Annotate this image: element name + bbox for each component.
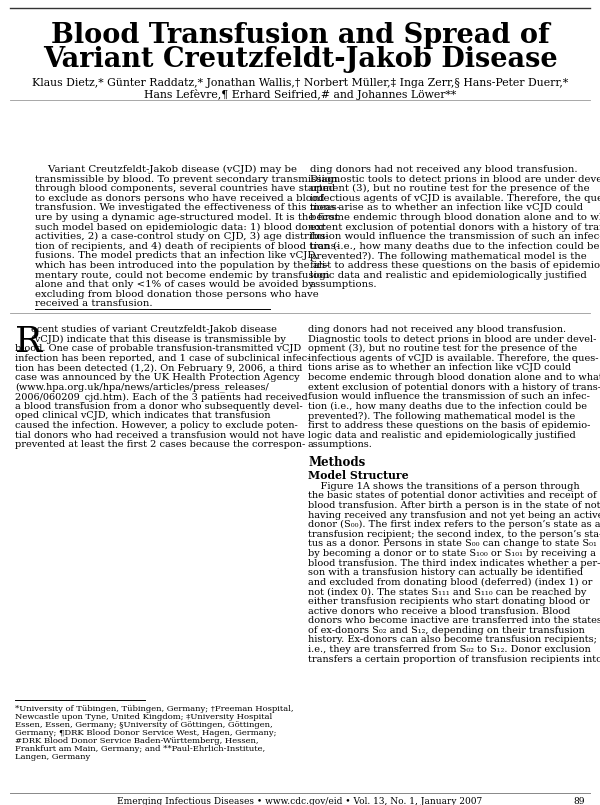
Text: tions arise as to whether an infection like vCJD could: tions arise as to whether an infection l… xyxy=(308,363,571,373)
Text: activities, 2) a case-control study on CJD, 3) age distribu-: activities, 2) a case-control study on C… xyxy=(35,232,329,241)
Text: #DRK Blood Donor Service Baden-Württemberg, Hessen,: #DRK Blood Donor Service Baden-Württembe… xyxy=(15,737,259,745)
Text: tions arise as to whether an infection like vCJD could: tions arise as to whether an infection l… xyxy=(310,204,583,213)
Text: first to address these questions on the basis of epidemio-: first to address these questions on the … xyxy=(308,421,590,430)
Text: assumptions.: assumptions. xyxy=(310,280,377,289)
Text: blood transfusion. After birth a person is in the state of not: blood transfusion. After birth a person … xyxy=(308,501,600,510)
Text: through blood components, several countries have started: through blood components, several countr… xyxy=(35,184,335,193)
Text: fusion would influence the transmission of such an infec-: fusion would influence the transmission … xyxy=(308,392,590,401)
Text: (vCJD) indicate that this disease is transmissible by: (vCJD) indicate that this disease is tra… xyxy=(31,335,286,344)
Text: tion (i.e., how many deaths due to the infection could be: tion (i.e., how many deaths due to the i… xyxy=(310,242,599,251)
Text: caused the infection. However, a policy to exclude poten-: caused the infection. However, a policy … xyxy=(15,421,298,430)
Text: Hans Lefèvre,¶ Erhard Seifried,# and Johannes Löwer**: Hans Lefèvre,¶ Erhard Seifried,# and Joh… xyxy=(144,89,456,100)
Text: (www.hpa.org.uk/hpa/news/articles/press_releases/: (www.hpa.org.uk/hpa/news/articles/press_… xyxy=(15,382,269,392)
Text: donor (S₀₀). The first index refers to the person’s state as a: donor (S₀₀). The first index refers to t… xyxy=(308,520,600,530)
Text: tion of recipients, and 4) death of recipients of blood trans-: tion of recipients, and 4) death of reci… xyxy=(35,242,339,251)
Text: which has been introduced into the population by the ali-: which has been introduced into the popul… xyxy=(35,261,329,270)
Text: i.e., they are transferred from S₀₂ to S₁₂. Donor exclusion: i.e., they are transferred from S₀₂ to S… xyxy=(308,645,591,654)
Text: Diagnostic tools to detect prions in blood are under devel-: Diagnostic tools to detect prions in blo… xyxy=(308,335,596,344)
Text: Figure 1A shows the transitions of a person through: Figure 1A shows the transitions of a per… xyxy=(308,482,580,491)
Text: fusion would influence the transmission of such an infec-: fusion would influence the transmission … xyxy=(310,232,600,241)
Text: either transfusion recipients who start donating blood or: either transfusion recipients who start … xyxy=(308,597,590,606)
Text: received a transfusion.: received a transfusion. xyxy=(35,299,152,308)
Text: Essen, Essen, Germany; §University of Göttingen, Göttingen,: Essen, Essen, Germany; §University of Gö… xyxy=(15,721,272,729)
Text: Diagnostic tools to detect prions in blood are under devel-: Diagnostic tools to detect prions in blo… xyxy=(310,175,600,184)
Text: Methods: Methods xyxy=(308,456,365,469)
Text: and excluded from donating blood (deferred) (index 1) or: and excluded from donating blood (deferr… xyxy=(308,578,592,587)
Text: Klaus Dietz,* Günter Raddatz,* Jonathan Wallis,† Norbert Müller,‡ Inga Zerr,§ Ha: Klaus Dietz,* Günter Raddatz,* Jonathan … xyxy=(32,78,568,88)
Text: ecent studies of variant Creutzfeldt-Jakob disease: ecent studies of variant Creutzfeldt-Jak… xyxy=(31,325,277,334)
Text: alone and that only <1% of cases would be avoided by: alone and that only <1% of cases would b… xyxy=(35,280,314,289)
Text: infection has been reported, and 1 case of subclinical infec-: infection has been reported, and 1 case … xyxy=(15,354,310,363)
Text: prevented?). The following mathematical model is the: prevented?). The following mathematical … xyxy=(310,251,587,261)
Text: extent exclusion of potential donors with a history of trans-: extent exclusion of potential donors wit… xyxy=(308,382,600,391)
Text: transfusion recipient; the second index, to the person’s sta-: transfusion recipient; the second index,… xyxy=(308,530,600,539)
Text: a blood transfusion from a donor who subsequently devel-: a blood transfusion from a donor who sub… xyxy=(15,402,302,411)
Text: Variant Creutzfeldt-Jakob Disease: Variant Creutzfeldt-Jakob Disease xyxy=(43,46,557,73)
Text: opment (3), but no routine test for the presence of the: opment (3), but no routine test for the … xyxy=(308,345,577,353)
Text: Model Structure: Model Structure xyxy=(308,470,409,481)
Text: assumptions.: assumptions. xyxy=(308,440,373,449)
Text: R: R xyxy=(15,325,42,359)
Text: become endemic through blood donation alone and to what: become endemic through blood donation al… xyxy=(308,373,600,382)
Text: Germany; ¶DRK Blood Donor Service West, Hagen, Germany;: Germany; ¶DRK Blood Donor Service West, … xyxy=(15,729,277,737)
Text: tion has been detected (1,2). On February 9, 2006, a third: tion has been detected (1,2). On Februar… xyxy=(15,363,302,373)
Text: 2006/060209_cjd.htm). Each of the 3 patients had received: 2006/060209_cjd.htm). Each of the 3 pati… xyxy=(15,392,308,402)
Text: *University of Tübingen, Tübingen, Germany; †Freeman Hospital,: *University of Tübingen, Tübingen, Germa… xyxy=(15,705,293,713)
Text: transfers a certain proportion of transfusion recipients into: transfers a certain proportion of transf… xyxy=(308,654,600,663)
Text: blood. One case of probable transfusion-transmitted vCJD: blood. One case of probable transfusion-… xyxy=(15,345,301,353)
Text: become endemic through blood donation alone and to what: become endemic through blood donation al… xyxy=(310,213,600,222)
Text: transmissible by blood. To prevent secondary transmission: transmissible by blood. To prevent secon… xyxy=(35,175,337,184)
Text: Newcastle upon Tyne, United Kingdom; ‡University Hospital: Newcastle upon Tyne, United Kingdom; ‡Un… xyxy=(15,713,272,721)
Text: tial donors who had received a transfusion would not have: tial donors who had received a transfusi… xyxy=(15,431,305,440)
Text: case was announced by the UK Health Protection Agency: case was announced by the UK Health Prot… xyxy=(15,373,299,382)
Text: of ex-donors S₀₂ and S₁₂, depending on their transfusion: of ex-donors S₀₂ and S₁₂, depending on t… xyxy=(308,625,585,635)
Text: extent exclusion of potential donors with a history of trans-: extent exclusion of potential donors wit… xyxy=(310,223,600,232)
Text: to exclude as donors persons who have received a blood: to exclude as donors persons who have re… xyxy=(35,194,325,203)
Text: logic data and realistic and epidemiologically justified: logic data and realistic and epidemiolog… xyxy=(308,431,576,440)
Text: active donors who receive a blood transfusion. Blood: active donors who receive a blood transf… xyxy=(308,607,571,616)
Text: oped clinical vCJD, which indicates that transfusion: oped clinical vCJD, which indicates that… xyxy=(15,411,271,420)
Text: blood transfusion. The third index indicates whether a per-: blood transfusion. The third index indic… xyxy=(308,559,600,568)
Text: tus as a donor. Persons in state S₀₀ can change to state S₀₁: tus as a donor. Persons in state S₀₀ can… xyxy=(308,539,597,548)
Text: by becoming a donor or to state S₁₀₀ or S₁₀₁ by receiving a: by becoming a donor or to state S₁₀₀ or … xyxy=(308,549,596,558)
Text: ure by using a dynamic age-structured model. It is the first: ure by using a dynamic age-structured mo… xyxy=(35,213,339,222)
Text: ding donors had not received any blood transfusion.: ding donors had not received any blood t… xyxy=(310,165,578,174)
Text: donors who become inactive are transferred into the states: donors who become inactive are transferr… xyxy=(308,616,600,625)
Text: transfusion. We investigated the effectiveness of this meas-: transfusion. We investigated the effecti… xyxy=(35,204,340,213)
Text: Emerging Infectious Diseases • www.cdc.gov/eid • Vol. 13, No. 1, January 2007: Emerging Infectious Diseases • www.cdc.g… xyxy=(118,797,482,805)
Text: history. Ex-donors can also become transfusion recipients;: history. Ex-donors can also become trans… xyxy=(308,635,597,644)
Text: not (index 0). The states S₁₁₁ and S₁₁₀ can be reached by: not (index 0). The states S₁₁₁ and S₁₁₀ … xyxy=(308,588,586,597)
Text: prevented?). The following mathematical model is the: prevented?). The following mathematical … xyxy=(308,411,575,420)
Text: Variant Creutzfeldt-Jakob disease (vCJD) may be: Variant Creutzfeldt-Jakob disease (vCJD)… xyxy=(35,165,297,174)
Text: 89: 89 xyxy=(574,797,585,805)
Text: prevented at least the first 2 cases because the correspon-: prevented at least the first 2 cases bec… xyxy=(15,440,305,449)
Text: the basic states of potential donor activities and receipt of: the basic states of potential donor acti… xyxy=(308,491,596,501)
Text: logic data and realistic and epidemiologically justified: logic data and realistic and epidemiolog… xyxy=(310,270,587,279)
Text: Blood Transfusion and Spread of: Blood Transfusion and Spread of xyxy=(50,22,550,49)
Text: first to address these questions on the basis of epidemio-: first to address these questions on the … xyxy=(310,261,600,270)
Text: ding donors had not received any blood transfusion.: ding donors had not received any blood t… xyxy=(308,325,566,334)
Text: infectious agents of vCJD is available. Therefore, the ques-: infectious agents of vCJD is available. … xyxy=(308,354,599,363)
Text: excluding from blood donation those persons who have: excluding from blood donation those pers… xyxy=(35,290,319,299)
Text: fusions. The model predicts that an infection like vCJD,: fusions. The model predicts that an infe… xyxy=(35,251,319,260)
Text: Langen, Germany: Langen, Germany xyxy=(15,753,90,761)
Text: tion (i.e., how many deaths due to the infection could be: tion (i.e., how many deaths due to the i… xyxy=(308,402,587,411)
Text: opment (3), but no routine test for the presence of the: opment (3), but no routine test for the … xyxy=(310,184,590,193)
Text: having received any transfusion and not yet being an active: having received any transfusion and not … xyxy=(308,510,600,519)
Text: infectious agents of vCJD is available. Therefore, the ques-: infectious agents of vCJD is available. … xyxy=(310,194,600,203)
Text: such model based on epidemiologic data: 1) blood donor: such model based on epidemiologic data: … xyxy=(35,223,325,232)
Text: son with a transfusion history can actually be identified: son with a transfusion history can actua… xyxy=(308,568,583,577)
Text: Frankfurt am Main, Germany; and **Paul-Ehrlich-Institute,: Frankfurt am Main, Germany; and **Paul-E… xyxy=(15,745,265,753)
Text: mentary route, could not become endemic by transfusion: mentary route, could not become endemic … xyxy=(35,270,329,279)
